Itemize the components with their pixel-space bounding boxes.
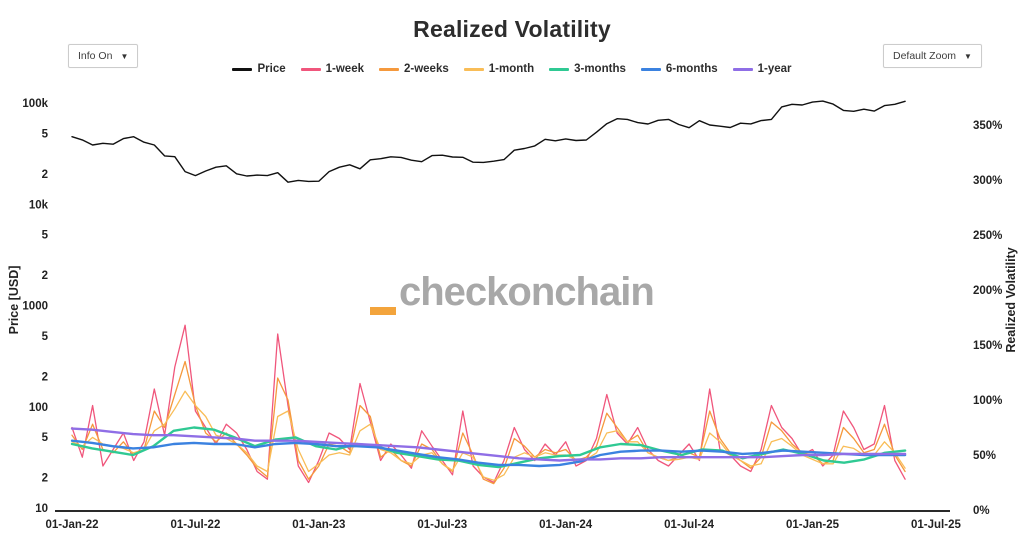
default-zoom-dropdown[interactable]: Default Zoom ▼ (883, 44, 982, 68)
series-line-1-year (70, 427, 907, 462)
vol-tick-label: 300% (973, 175, 1002, 187)
price-tick-label: 2 (42, 169, 48, 181)
series-line-3-months (70, 426, 907, 469)
legend-item-2-weeks[interactable]: 2-weeks (378, 63, 449, 75)
vol-axis-title: Realized Volatility (1004, 247, 1018, 353)
legend-item-3-months[interactable]: 3-months (549, 63, 626, 75)
series-line-price (71, 100, 906, 183)
price-tick-label: 5 (42, 331, 49, 343)
date-tick-label: 01-Jul-22 (170, 519, 220, 531)
price-tick-label: 100k (22, 98, 48, 110)
date-tick-label: 01-Jan-25 (786, 519, 840, 531)
legend-label: Price (257, 63, 286, 75)
price-tick-label: 10k (29, 199, 49, 211)
price-tick-label: 1000 (22, 301, 48, 313)
legend-swatch-2-weeks (378, 67, 399, 71)
chevron-down-icon: ▼ (120, 51, 129, 61)
date-tick-label: 01-Jul-25 (911, 519, 961, 531)
vol-tick-label: 100% (973, 395, 1002, 407)
date-tick-label: 01-Jan-23 (292, 519, 345, 531)
price-axis-title: Price [USD] (7, 265, 21, 335)
legend-swatch-price (232, 67, 253, 71)
legend-label: 1-week (325, 63, 364, 75)
vol-tick-label: 150% (973, 340, 1002, 352)
legend-label: 2-weeks (403, 63, 449, 75)
price-tick-label: 2 (42, 371, 48, 383)
legend: Price 1-week 2-weeks 1-month 3-months 6-month… (0, 63, 1024, 75)
legend-item-1-year[interactable]: 1-year (732, 63, 792, 75)
vol-tick-label: 50% (973, 450, 996, 462)
default-zoom-label: Default Zoom (893, 50, 957, 62)
legend-item-price[interactable]: Price (232, 63, 286, 75)
price-tick-label: 2 (42, 473, 48, 485)
price-tick-label: 5 (42, 128, 49, 140)
vol-tick-label: 250% (973, 230, 1002, 242)
date-tick-label: 01-Jul-24 (664, 519, 714, 531)
date-tick-label: 01-Jan-24 (539, 519, 593, 531)
legend-swatch-3-months (549, 67, 570, 71)
vol-tick-label: 350% (973, 120, 1002, 132)
legend-swatch-1-month (463, 67, 484, 71)
legend-label: 6-months (665, 63, 718, 75)
price-tick-label: 2 (42, 270, 48, 282)
info-on-label: Info On (78, 50, 113, 62)
legend-label: 3-months (574, 63, 626, 75)
legend-label: 1-year (757, 63, 792, 75)
price-tick-label: 100 (29, 402, 48, 414)
legend-item-1-week[interactable]: 1-week (300, 63, 364, 75)
legend-item-6-months[interactable]: 6-months (640, 63, 718, 75)
chevron-down-icon: ▼ (964, 51, 972, 61)
legend-swatch-1-year (732, 67, 753, 71)
vol-tick-label: 0% (973, 505, 990, 517)
legend-label: 1-month (488, 63, 535, 75)
date-tick-label: 01-Jul-23 (417, 519, 467, 531)
legend-item-1-month[interactable]: 1-month (463, 63, 535, 75)
price-tick-label: 10 (35, 503, 48, 515)
series-line-1-week (71, 324, 906, 484)
page-title: Realized Volatility (413, 16, 611, 42)
price-tick-label: 5 (42, 230, 49, 242)
info-on-dropdown[interactable]: Info On ▼ (68, 44, 139, 68)
legend-swatch-6-months (640, 67, 661, 71)
legend-swatch-1-week (300, 67, 321, 71)
date-tick-label: 01-Jan-22 (45, 519, 98, 531)
price-tick-label: 5 (42, 432, 49, 444)
vol-tick-label: 200% (973, 285, 1002, 297)
series-line-6-months (70, 439, 907, 468)
